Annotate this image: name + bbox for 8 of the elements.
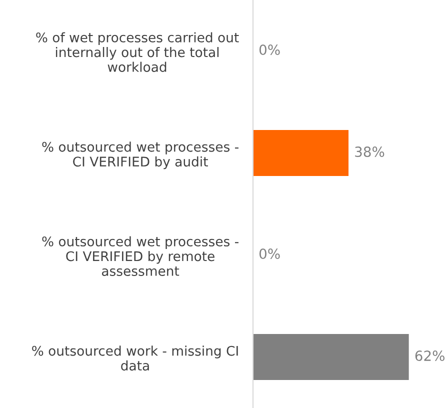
y-tick-label: % of wet processes carried out internally out of the total workload <box>36 32 239 72</box>
data-label: 62% <box>415 350 444 362</box>
data-label: 38% <box>355 146 384 158</box>
y-tick-label: % outsourced wet processes - CI VERIFIED by remote assessment <box>42 236 238 276</box>
y-tick-label: % outsourced wet processes - CI VERIFIED by audit <box>42 142 238 170</box>
y-tick-label: % outsourced work - missing CI data <box>32 346 238 371</box>
data-label: 0% <box>259 248 280 260</box>
data-label: 0% <box>259 44 280 56</box>
